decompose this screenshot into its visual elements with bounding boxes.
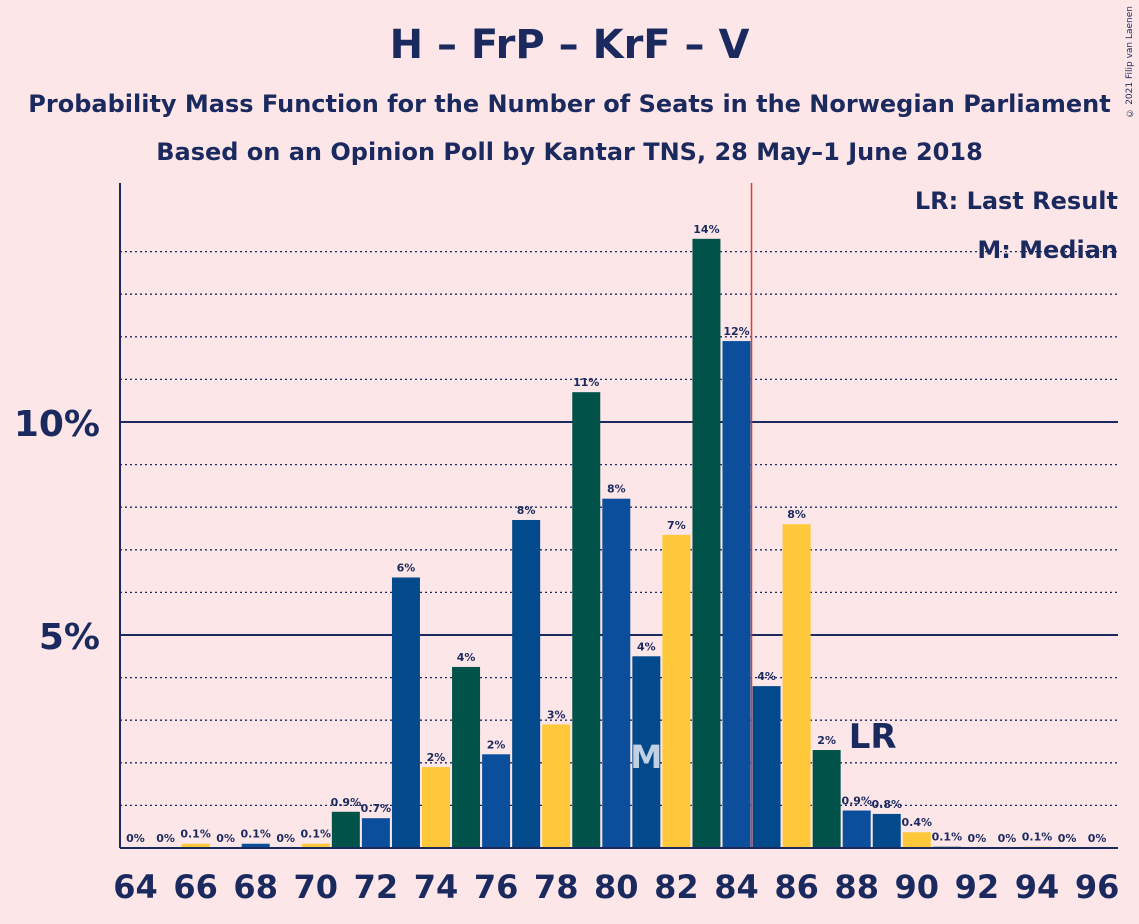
last-result-marker: LR (849, 717, 897, 757)
bar-value-label: 0% (216, 832, 235, 845)
bar-seat-83 (692, 238, 721, 848)
bar-seat-75 (452, 666, 481, 848)
bar-seat-66 (181, 843, 210, 848)
bar-seat-77 (512, 519, 541, 848)
bar-value-label: 8% (607, 483, 626, 496)
bar-value-label: 0% (156, 832, 175, 845)
y-tick-label: 10% (14, 404, 100, 445)
bar-value-label: 0.1% (180, 828, 211, 841)
bar-value-label: 0% (1088, 832, 1107, 845)
chart-title: H – FrP – KrF – V (389, 22, 750, 68)
bar-seat-82 (662, 534, 691, 848)
bar-value-label: 4% (457, 651, 476, 664)
bar-value-label: 0.4% (902, 816, 933, 829)
bar-value-label: 3% (547, 708, 566, 721)
bar-seat-68 (241, 843, 270, 848)
bar-value-label: 4% (637, 640, 656, 653)
bar-value-label: 8% (517, 504, 536, 517)
bar-value-label: 0% (126, 832, 145, 845)
bar-value-label: 0% (968, 832, 987, 845)
bar-seat-70 (301, 843, 330, 848)
bar-seat-72 (361, 818, 390, 848)
x-tick-label: 64 (113, 868, 158, 906)
legend-median: M: Median (977, 236, 1118, 264)
bar-seat-71 (331, 811, 360, 848)
x-tick-label: 84 (714, 868, 759, 906)
x-tick-label: 80 (594, 868, 639, 906)
x-tick-label: 90 (895, 868, 940, 906)
bar-value-label: 14% (693, 223, 719, 236)
x-tick-label: 96 (1075, 868, 1120, 906)
bar-value-label: 0.8% (871, 798, 902, 811)
bar-value-label: 0.1% (240, 828, 271, 841)
bar-value-label: 4% (757, 670, 776, 683)
bar-value-label: 0.7% (361, 802, 392, 815)
bar-value-label: 0.1% (1022, 831, 1053, 844)
legend-last-result: LR: Last Result (915, 187, 1118, 215)
bar-seat-81 (632, 656, 661, 848)
bar-seat-78 (542, 724, 571, 848)
bar-seat-87 (812, 750, 841, 848)
chart-subtitle: Probability Mass Function for the Number… (28, 90, 1111, 118)
bar-seat-89 (872, 813, 901, 848)
bar-value-label: 0% (276, 832, 295, 845)
x-tick-label: 70 (294, 868, 339, 906)
bar-seat-85 (752, 686, 781, 848)
x-tick-label: 76 (474, 868, 519, 906)
x-tick-label: 74 (414, 868, 459, 906)
y-tick-label: 5% (39, 617, 100, 658)
bar-value-label: 2% (487, 738, 506, 751)
bar-seat-84 (722, 341, 751, 848)
bar-value-label: 6% (397, 561, 416, 574)
bar-value-label: 0.9% (841, 795, 872, 808)
x-tick-label: 92 (955, 868, 1000, 906)
bar-value-label: 12% (723, 325, 749, 338)
bar-seat-80 (602, 498, 631, 848)
x-tick-label: 66 (173, 868, 218, 906)
bar-value-label: 0.1% (301, 828, 332, 841)
bar-value-label: 0% (998, 832, 1017, 845)
bar-value-label: 7% (667, 519, 686, 532)
bar-value-label: 2% (817, 734, 836, 747)
bar-value-label: 0.9% (331, 796, 362, 809)
chart-subtitle-poll: Based on an Opinion Poll by Kantar TNS, … (156, 138, 983, 166)
x-tick-label: 78 (534, 868, 579, 906)
bar-value-label: 2% (427, 751, 446, 764)
x-tick-label: 68 (233, 868, 278, 906)
bar-value-label: 0.1% (932, 831, 963, 844)
bar-seat-74 (422, 767, 450, 848)
bar-seat-86 (782, 524, 811, 848)
bar-value-label: 8% (787, 508, 806, 521)
bar-seat-90 (902, 832, 931, 848)
x-tick-label: 82 (654, 868, 699, 906)
bar-seat-88 (842, 810, 871, 848)
bar-value-label: 11% (573, 376, 599, 389)
x-tick-label: 94 (1015, 868, 1060, 906)
median-marker: M (630, 738, 662, 776)
bar-seat-76 (482, 754, 511, 848)
bar-seat-73 (391, 577, 420, 848)
bar-seat-79 (572, 392, 601, 848)
x-tick-label: 86 (774, 868, 819, 906)
x-tick-label: 72 (354, 868, 399, 906)
x-tick-label: 88 (834, 868, 879, 906)
bar-value-label: 0% (1058, 832, 1077, 845)
